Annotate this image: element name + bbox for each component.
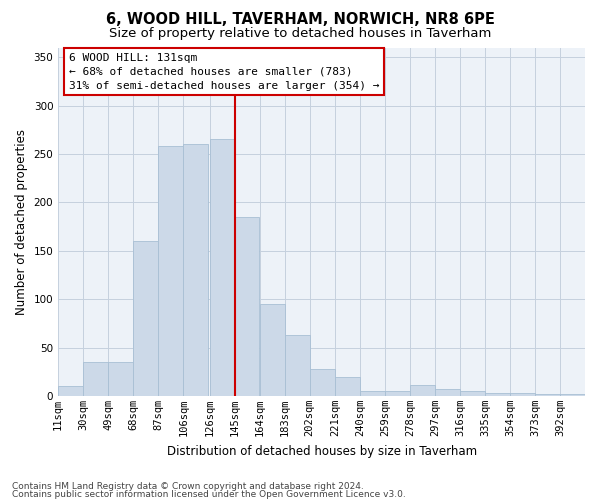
Bar bbox=[83, 362, 108, 396]
Bar bbox=[133, 241, 158, 396]
Bar bbox=[510, 393, 535, 396]
Text: Contains HM Land Registry data © Crown copyright and database right 2024.: Contains HM Land Registry data © Crown c… bbox=[12, 482, 364, 491]
Bar bbox=[260, 304, 284, 396]
Bar bbox=[310, 369, 335, 396]
Bar bbox=[285, 335, 310, 396]
Bar bbox=[335, 376, 359, 396]
Text: Contains public sector information licensed under the Open Government Licence v3: Contains public sector information licen… bbox=[12, 490, 406, 499]
Bar bbox=[210, 140, 235, 396]
Bar bbox=[535, 394, 560, 396]
Bar bbox=[435, 389, 460, 396]
Bar bbox=[360, 391, 385, 396]
Bar bbox=[184, 144, 208, 396]
Bar bbox=[109, 362, 133, 396]
Y-axis label: Number of detached properties: Number of detached properties bbox=[15, 128, 28, 314]
Bar bbox=[58, 386, 83, 396]
Bar bbox=[410, 385, 434, 396]
Bar bbox=[158, 146, 183, 396]
Bar bbox=[485, 393, 510, 396]
Bar bbox=[560, 394, 585, 396]
Text: 6 WOOD HILL: 131sqm
← 68% of detached houses are smaller (783)
31% of semi-detac: 6 WOOD HILL: 131sqm ← 68% of detached ho… bbox=[69, 52, 379, 90]
X-axis label: Distribution of detached houses by size in Taverham: Distribution of detached houses by size … bbox=[167, 444, 476, 458]
Bar bbox=[235, 217, 259, 396]
Text: 6, WOOD HILL, TAVERHAM, NORWICH, NR8 6PE: 6, WOOD HILL, TAVERHAM, NORWICH, NR8 6PE bbox=[106, 12, 494, 28]
Bar bbox=[460, 391, 485, 396]
Bar bbox=[385, 391, 410, 396]
Text: Size of property relative to detached houses in Taverham: Size of property relative to detached ho… bbox=[109, 28, 491, 40]
